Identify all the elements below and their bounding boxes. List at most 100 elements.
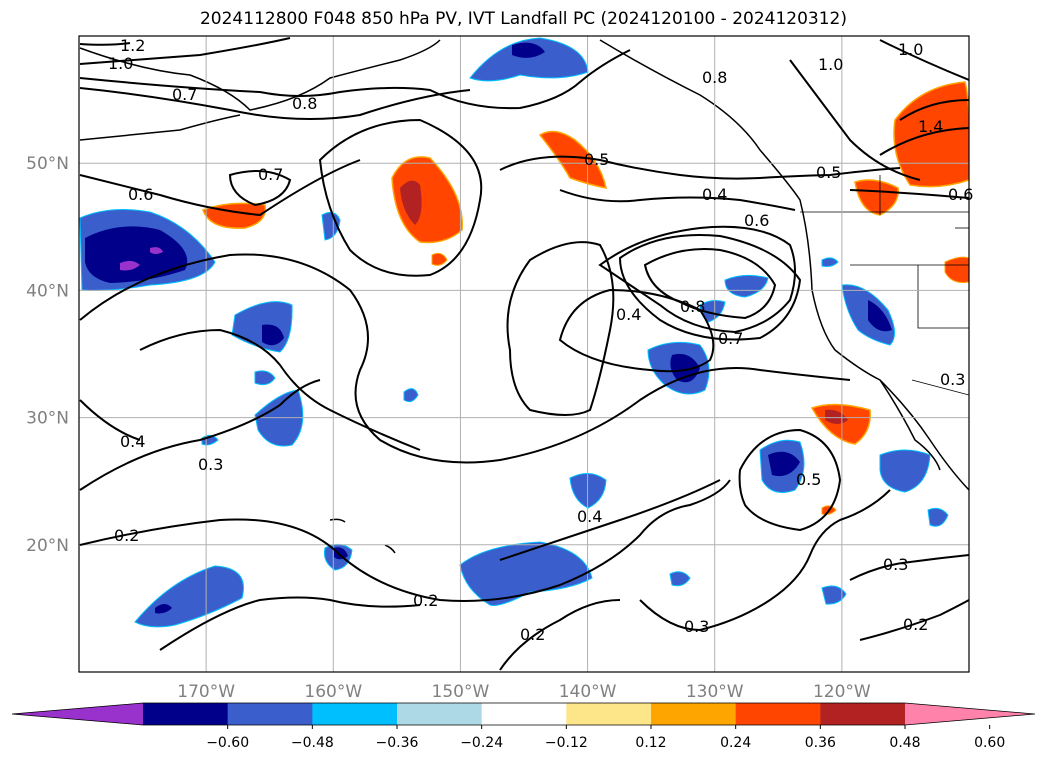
positive-anomaly-blob: [944, 256, 969, 283]
lat-tick-label: 30°N: [26, 409, 69, 429]
contour-label: 0.7: [172, 85, 197, 104]
colorbar: −0.60 −0.48 −0.36 −0.24 −0.12 0.12 0.24 0.36 0.4…: [11, 702, 1036, 751]
colorbar-bin: [820, 703, 906, 725]
colorbar-extend-max: [905, 703, 1035, 725]
contour-label: 0.5: [584, 150, 609, 169]
colorbar-tick-label: 0.48: [889, 735, 920, 751]
contour-1-0: [79, 37, 291, 65]
negative-anomaly-blob: [134, 565, 244, 628]
contour-label: 0.2: [903, 615, 928, 634]
negative-anomaly-core: [334, 547, 348, 560]
coastline-alaska: [79, 39, 441, 111]
coastline: [79, 39, 969, 554]
negative-anomaly-blob: [724, 274, 769, 298]
lat-tick-label: 40°N: [26, 281, 69, 301]
map-title: 2024112800 F048 850 hPa PV, IVT Landfall…: [199, 9, 847, 29]
colorbar-tick-label: 0.36: [805, 735, 836, 751]
contour-label: 0.4: [616, 305, 641, 324]
contour-label: 1.0: [818, 55, 843, 74]
contour-0-3-s: [139, 328, 421, 451]
contour-0-6-ne: [849, 189, 969, 199]
colorbar-tick-label: −0.60: [206, 735, 249, 751]
colorbar-bin: [566, 703, 652, 725]
contour-0-3: [79, 379, 321, 491]
positive-anomaly-blob: [538, 130, 607, 189]
negative-anomaly-peak: [120, 260, 140, 271]
contour-0-3-east: [849, 554, 969, 581]
lon-tick-label: 150°W: [432, 682, 490, 702]
contour-label: 0.7: [718, 329, 743, 348]
contour-0-4-s: [79, 399, 141, 441]
contour-label: 0.2: [114, 526, 139, 545]
contour-label: 0.3: [198, 455, 223, 474]
contour-0-2-east: [859, 599, 969, 641]
coastline-aleutians: [79, 114, 241, 141]
colorbar-bin: [397, 703, 483, 725]
contour-1-2: [79, 42, 131, 46]
contour-0-6: [79, 159, 361, 217]
contour-0-2-sw: [499, 599, 621, 671]
contour-0-4: [559, 189, 796, 211]
coastline-baja: [879, 379, 941, 471]
contour-label: 1.4: [918, 117, 943, 136]
lon-tick-label: 130°W: [686, 682, 744, 702]
colorbar-bin: [481, 703, 567, 725]
negative-anomaly-blob: [927, 507, 949, 527]
map-frame: [78, 35, 970, 673]
colorbar-tick-label: −0.36: [376, 735, 419, 751]
contour-1-2-ne: [879, 127, 969, 156]
contour-label: 0.8: [702, 68, 727, 87]
contour-label: 0.7: [258, 165, 283, 184]
contour-0-7: [79, 87, 471, 120]
colorbar-bin: [143, 703, 229, 725]
contour-label: 0.3: [883, 555, 908, 574]
contour-label: 0.5: [796, 470, 821, 489]
coastline-hawaii: [329, 518, 396, 554]
lat-tick-label: 20°N: [26, 536, 69, 556]
positive-anomaly-core: [400, 180, 422, 225]
lon-tick-label: 160°W: [304, 682, 362, 702]
positive-anomaly-blob: [854, 179, 899, 216]
contour-label: 0.2: [413, 591, 438, 610]
contour-label: 0.3: [684, 617, 709, 636]
contour-label: 1.2: [120, 36, 145, 55]
contour-label: 0.8: [292, 94, 317, 113]
lon-tick-label: 140°W: [559, 682, 617, 702]
coastline-bc: [599, 39, 969, 491]
contour-0-6-loop: [598, 225, 796, 334]
negative-anomaly-blob: [321, 211, 341, 241]
pv-anomaly-fills: [79, 37, 969, 628]
negative-anomaly-core: [512, 42, 545, 58]
negative-anomaly-core: [768, 451, 800, 477]
contour-labels: 1.2 1.0 0.7 0.8 0.8 0.6 0.7 0.5 0.4 0.6 …: [108, 36, 973, 644]
negative-anomaly-core: [85, 226, 188, 283]
contour-0-7-loop: [618, 233, 802, 341]
lon-tick-label: 120°W: [813, 682, 871, 702]
contour-0-5-big: [506, 241, 615, 416]
contour-label: 0.4: [120, 432, 145, 451]
contour-0-4-south: [499, 479, 721, 561]
contour-label: 1.0: [898, 40, 923, 59]
contour-0-5-loop-s: [738, 428, 842, 532]
contour-label: 0.6: [948, 185, 973, 204]
negative-anomaly-blob: [669, 571, 691, 587]
colorbar-tick-label: −0.48: [291, 735, 334, 751]
contour-0-7-ne: [789, 59, 921, 181]
colorbar-tick-label: −0.12: [545, 735, 588, 751]
contour-1-0-ne: [879, 39, 969, 81]
positive-anomaly-blob: [810, 403, 871, 445]
lat-tick-label: 50°N: [26, 154, 69, 174]
colorbar-outline: [11, 702, 1036, 726]
contour-label: 0.3: [940, 370, 965, 389]
contour-0-2-s: [159, 596, 421, 651]
colorbar-tick-label: −0.24: [460, 735, 503, 751]
contour-label: 0.6: [128, 185, 153, 204]
contour-1-4: [899, 99, 969, 121]
positive-anomaly-blob: [893, 81, 969, 188]
contour-0-2: [79, 479, 731, 602]
colorbar-tick-label: 0.24: [720, 735, 751, 751]
contour-0-3-south: [639, 489, 891, 632]
contour-0-4-loop: [558, 288, 715, 373]
gridlines: [79, 36, 969, 672]
